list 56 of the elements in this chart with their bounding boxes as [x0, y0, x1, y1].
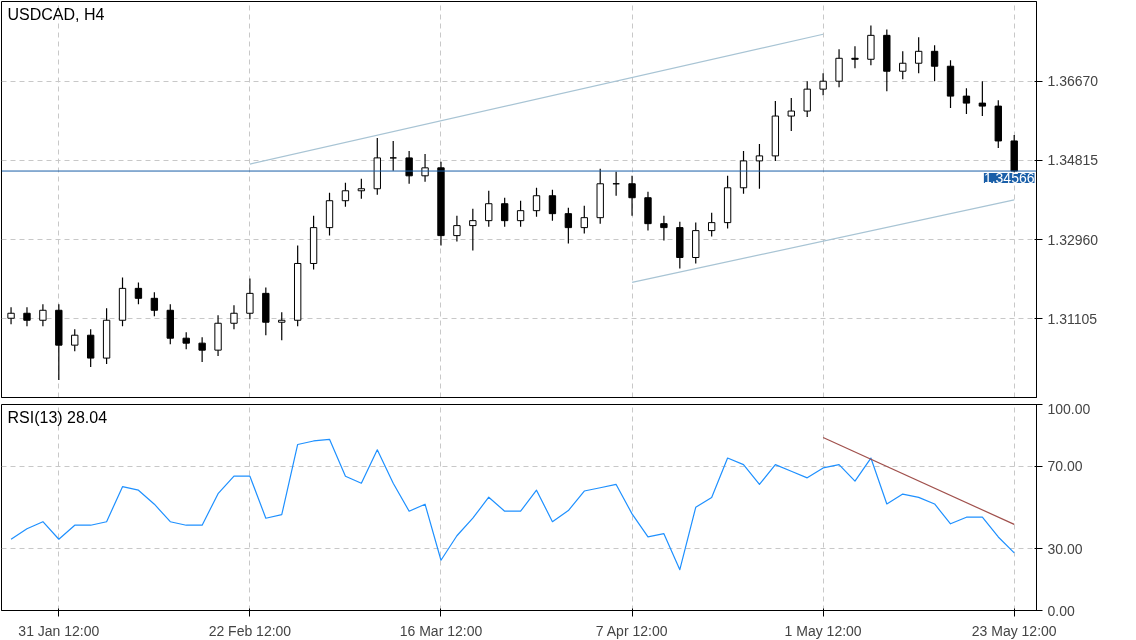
- candlestick: [485, 190, 493, 228]
- chart-title: USDCAD, H4: [7, 5, 105, 23]
- candlestick: [150, 291, 159, 317]
- candlestick: [405, 150, 413, 185]
- y-tick-label: 70.00: [1047, 458, 1083, 475]
- candlestick: [548, 189, 557, 222]
- candlestick: [469, 208, 477, 252]
- candlestick: [755, 143, 764, 190]
- candlestick: [198, 336, 206, 363]
- y-tick-label: 1.34815: [1047, 152, 1099, 169]
- candlestick: [930, 44, 939, 82]
- candlestick: [453, 215, 461, 243]
- candlestick: [851, 45, 859, 69]
- candlestick: [914, 36, 923, 74]
- candlestick: [899, 50, 907, 80]
- x-tick-label: 7 Apr 12:00: [595, 622, 668, 639]
- x-tick-label: 23 May 12:00: [971, 622, 1057, 639]
- candlestick: [23, 306, 31, 327]
- y-tick-label: 1.31105: [1047, 310, 1098, 327]
- candlestick: [628, 175, 636, 217]
- candlestick: [707, 212, 716, 238]
- y-tick-label: 30.00: [1047, 540, 1083, 557]
- candlestick: [230, 304, 238, 330]
- candlestick: [341, 182, 350, 208]
- candlestick: [835, 48, 843, 88]
- candlestick: [71, 328, 79, 352]
- chart-title: RSI(13) 28.04: [7, 408, 108, 426]
- ref-line-label: 1.34566: [983, 170, 1035, 187]
- candlestick: [819, 72, 827, 96]
- y-tick-label: 0.00: [1047, 602, 1075, 619]
- candlestick: [134, 281, 143, 305]
- candlestick: [580, 205, 588, 235]
- candlestick: [278, 311, 286, 341]
- candlestick: [660, 215, 668, 242]
- x-tick-label: 1 May 12:00: [784, 622, 862, 639]
- candlestick: [39, 303, 47, 327]
- candlestick: [564, 207, 573, 245]
- candlestick: [86, 328, 95, 368]
- x-tick-label: 22 Feb 12:00: [208, 622, 292, 639]
- y-tick-label: 1.36670: [1047, 73, 1099, 90]
- candlestick: [962, 87, 971, 115]
- candlestick: [357, 178, 366, 200]
- candlestick: [500, 197, 509, 228]
- x-tick-label: 31 Jan 12:00: [18, 622, 100, 639]
- candlestick: [867, 24, 875, 66]
- candlestick: [7, 306, 15, 325]
- candlestick: [803, 80, 811, 118]
- candlestick: [532, 187, 541, 218]
- y-tick-label: 100.00: [1047, 400, 1091, 417]
- candlestick: [389, 140, 397, 172]
- candlestick: [787, 97, 795, 132]
- candlestick: [978, 80, 987, 117]
- y-tick-label: 1.32960: [1047, 231, 1099, 248]
- x-tick-label: 16 Mar 12:00: [399, 622, 483, 639]
- candlestick: [516, 200, 525, 228]
- candlestick: [246, 277, 254, 320]
